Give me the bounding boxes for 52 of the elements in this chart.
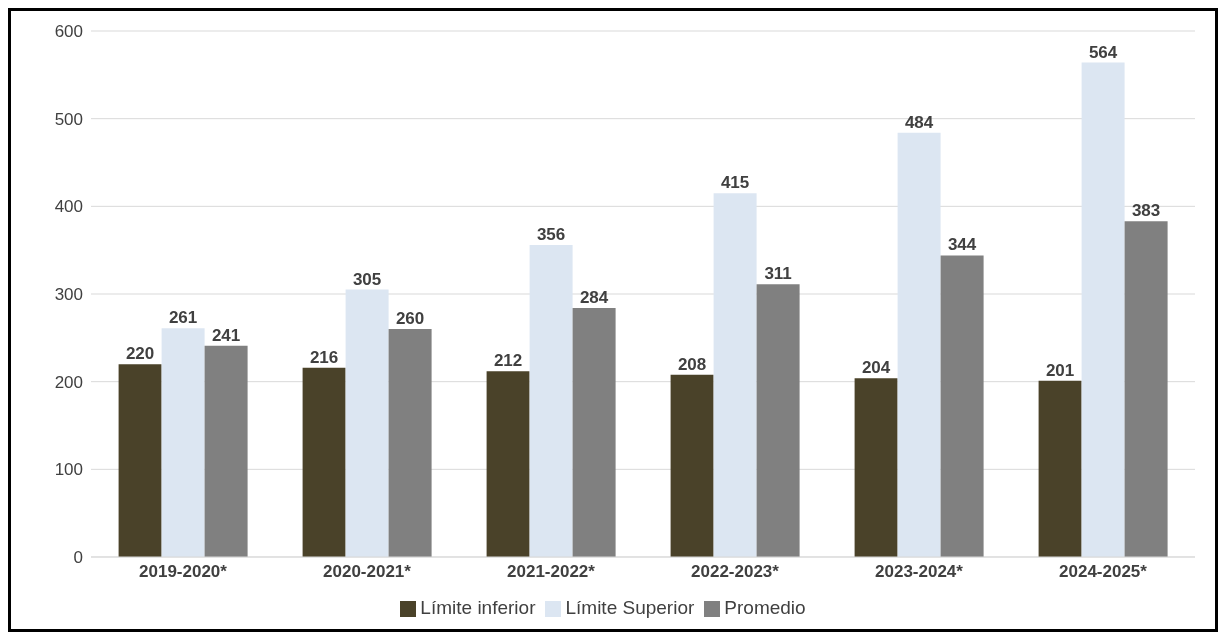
bar [1038, 380, 1082, 557]
bar [1124, 221, 1168, 557]
data-label: 305 [352, 269, 382, 289]
bar [388, 329, 432, 557]
data-label: 220 [125, 344, 155, 364]
x-tick-label: 2021-2022* [507, 562, 596, 582]
bar [118, 364, 162, 557]
data-label: 356 [536, 224, 566, 244]
data-label: 284 [579, 288, 609, 308]
bar [161, 328, 205, 557]
data-label: 344 [947, 235, 977, 255]
data-label: 311 [764, 264, 792, 284]
bar [713, 193, 757, 557]
y-tick-label: 500 [54, 109, 83, 129]
y-tick-label: 100 [54, 460, 83, 480]
data-label: 564 [1088, 42, 1118, 62]
legend-label: Límite Superior [565, 597, 695, 618]
y-tick-label: 300 [54, 285, 83, 305]
y-tick-label: 400 [54, 197, 83, 217]
bar [302, 367, 346, 557]
y-tick-label: 600 [54, 22, 83, 42]
x-tick-label: 2022-2023* [691, 562, 780, 582]
bar [486, 371, 530, 557]
y-tick-label: 0 [73, 548, 83, 568]
bar [345, 289, 389, 557]
data-label: 212 [493, 351, 523, 371]
x-tick-label: 2020-2021* [323, 562, 412, 582]
data-label: 204 [861, 358, 891, 378]
data-label: 216 [309, 347, 339, 367]
data-label: 241 [211, 325, 241, 345]
data-label: 201 [1045, 360, 1075, 380]
bar [204, 345, 248, 557]
bar [897, 132, 941, 557]
data-label: 415 [720, 173, 750, 193]
y-tick-label: 200 [54, 372, 83, 392]
bar [756, 284, 800, 557]
bar [529, 244, 573, 557]
data-label: 261 [168, 308, 198, 328]
data-label: 484 [904, 112, 934, 132]
legend-label: Límite inferior [420, 597, 536, 618]
x-tick-label: 2024-2025* [1059, 562, 1148, 582]
legend-label: Promedio [724, 597, 806, 618]
bar [1081, 62, 1125, 557]
x-tick-label: 2023-2024* [875, 562, 964, 582]
bar [854, 378, 898, 557]
data-label: 260 [395, 309, 425, 329]
bar [940, 255, 984, 557]
data-label: 383 [1131, 201, 1161, 221]
data-label: 208 [677, 354, 707, 374]
x-tick-label: 2019-2020* [139, 562, 228, 582]
bar [572, 308, 616, 557]
bar [670, 374, 714, 557]
